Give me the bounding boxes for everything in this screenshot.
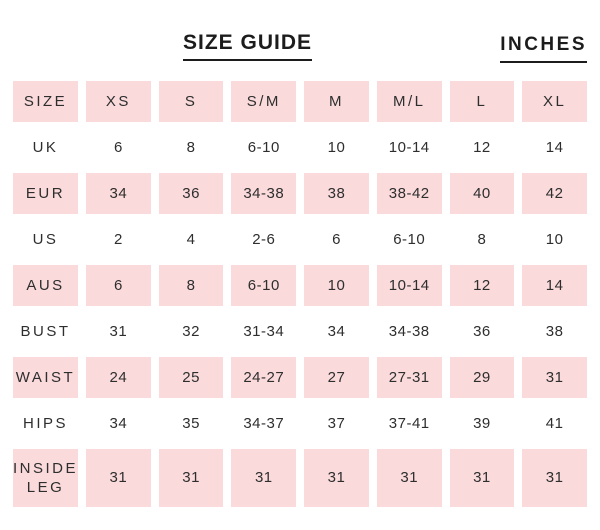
value-cell: 39 [473,414,491,432]
value-cell: 34 [109,414,128,432]
value-cell: 31 [86,449,151,507]
header-cell: S/M [231,81,297,122]
value-cell: 38 [304,173,369,214]
value-cell: 32 [182,322,200,340]
value-cell: 31 [449,449,515,507]
value-cell: 24-27 [231,357,297,398]
row-label-cell: UK [32,138,59,156]
header-cell: M [304,81,369,122]
value-cell: 2-6 [252,230,276,248]
header-cell: S [158,81,224,122]
row-label-cell: AUS [13,265,79,306]
header-cell: M/L [376,81,442,122]
value-cell: 8 [477,230,487,248]
value-cell: 14 [545,138,564,156]
value-cell: 12 [449,265,515,306]
value-cell: 6 [113,138,123,156]
value-cell: 6-10 [393,230,426,248]
value-cell: 34-38 [231,173,297,214]
value-cell: 6-10 [247,138,280,156]
row-label-cell: BUST [20,322,71,340]
row-label-cell: US [32,230,59,248]
value-cell: 25 [158,357,224,398]
value-cell: 37 [327,414,346,432]
value-cell: 42 [522,173,587,214]
value-cell: 36 [473,322,491,340]
value-cell: 14 [522,265,587,306]
row-label-cell: EUR [13,173,79,214]
value-cell: 38-42 [376,173,442,214]
value-cell: 34 [86,173,151,214]
value-cell: 38 [545,322,564,340]
header-cell: L [449,81,515,122]
size-table: SIZE XS S S/M M M/L L XL UK 6 8 6-10 10 10-14 12 14 EUR 3… [0,81,600,507]
value-cell: 6 [332,230,341,248]
value-cell: 2 [113,230,123,248]
value-cell: 36 [158,173,224,214]
value-cell: 31 [304,449,369,507]
value-cell: 27 [304,357,369,398]
page-header: SIZE GUIDE INCHES [0,0,600,81]
header-cell: XS [86,81,151,122]
value-cell: 4 [186,230,196,248]
value-cell: 31-34 [243,322,285,340]
value-cell: 10-14 [388,138,430,156]
value-cell: 37-41 [388,414,430,432]
page-title: SIZE GUIDE [183,31,313,61]
value-cell: 40 [449,173,515,214]
value-cell: 34-37 [243,414,285,432]
value-cell: 27-31 [376,357,442,398]
value-cell: 24 [86,357,151,398]
value-cell: 10-14 [376,265,442,306]
value-cell: 31 [522,357,587,398]
header-cell: XL [522,81,587,122]
row-label-cell: WAIST [13,357,79,398]
value-cell: 31 [109,322,128,340]
value-cell: 10 [545,230,564,248]
value-cell: 31 [231,449,297,507]
value-cell: 10 [327,138,346,156]
row-label-cell: HIPS [23,414,69,432]
header-cell-size: SIZE [13,81,79,122]
value-cell: 34 [327,322,346,340]
value-cell: 31 [158,449,224,507]
value-cell: 6-10 [231,265,297,306]
unit-label: INCHES [500,34,587,63]
value-cell: 31 [522,449,587,507]
value-cell: 12 [473,138,491,156]
value-cell: 34-38 [388,322,430,340]
value-cell: 41 [545,414,564,432]
row-label-cell: INSIDE LEG [13,449,79,507]
value-cell: 35 [182,414,200,432]
value-cell: 8 [186,138,196,156]
value-cell: 6 [86,265,151,306]
value-cell: 31 [376,449,442,507]
value-cell: 8 [158,265,224,306]
value-cell: 29 [449,357,515,398]
value-cell: 10 [304,265,369,306]
